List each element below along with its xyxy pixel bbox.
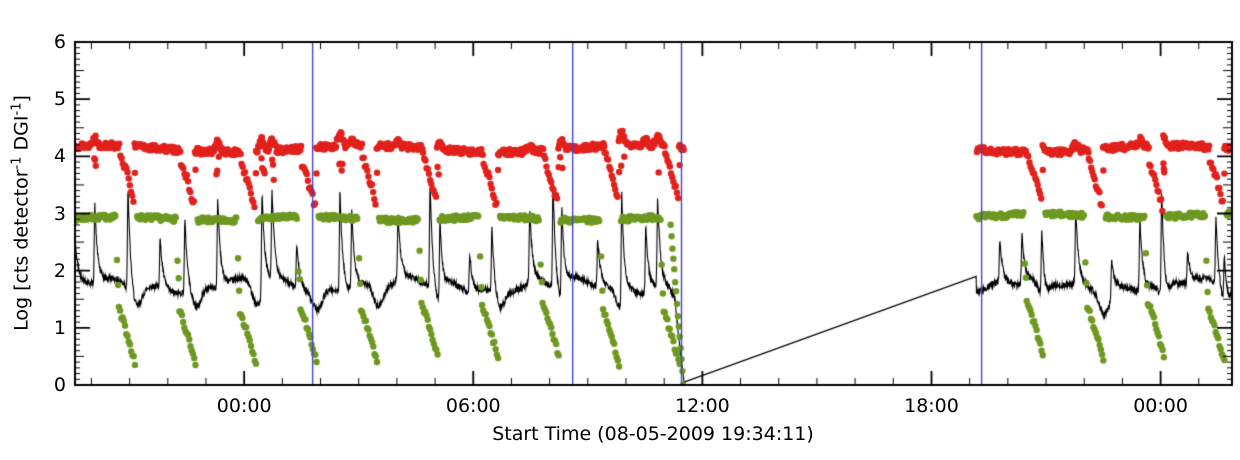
- y-axis-label-sup: -1: [9, 102, 25, 116]
- y-tick-label: 5: [53, 88, 66, 111]
- x-tick-label: 12:00: [674, 395, 730, 417]
- y-tick-label: 0: [53, 374, 66, 396]
- x-axis-label: Start Time (08-05-2009 19:34:11): [492, 423, 814, 445]
- y-tick-label: 4: [53, 145, 66, 168]
- y-axis-label: Log [cts detector-1 DGI-1]: [9, 95, 32, 331]
- x-tick-label: 00:00: [1133, 395, 1188, 417]
- y-axis-label-text: ]: [10, 95, 33, 103]
- y-tick-label: 6: [53, 31, 66, 53]
- y-axis-label-sup: -1: [9, 156, 25, 170]
- x-tick-label: 18:00: [904, 395, 959, 417]
- y-tick-label: 2: [53, 259, 66, 282]
- y-tick-label: 3: [53, 202, 66, 225]
- x-tick-label: 06:00: [445, 395, 501, 417]
- y-axis-label-text: DGI: [10, 115, 33, 157]
- y-axis-label-text: Log [cts detector: [10, 169, 33, 331]
- y-tick-label: 1: [53, 316, 66, 339]
- x-tick-label: 00:00: [216, 395, 272, 417]
